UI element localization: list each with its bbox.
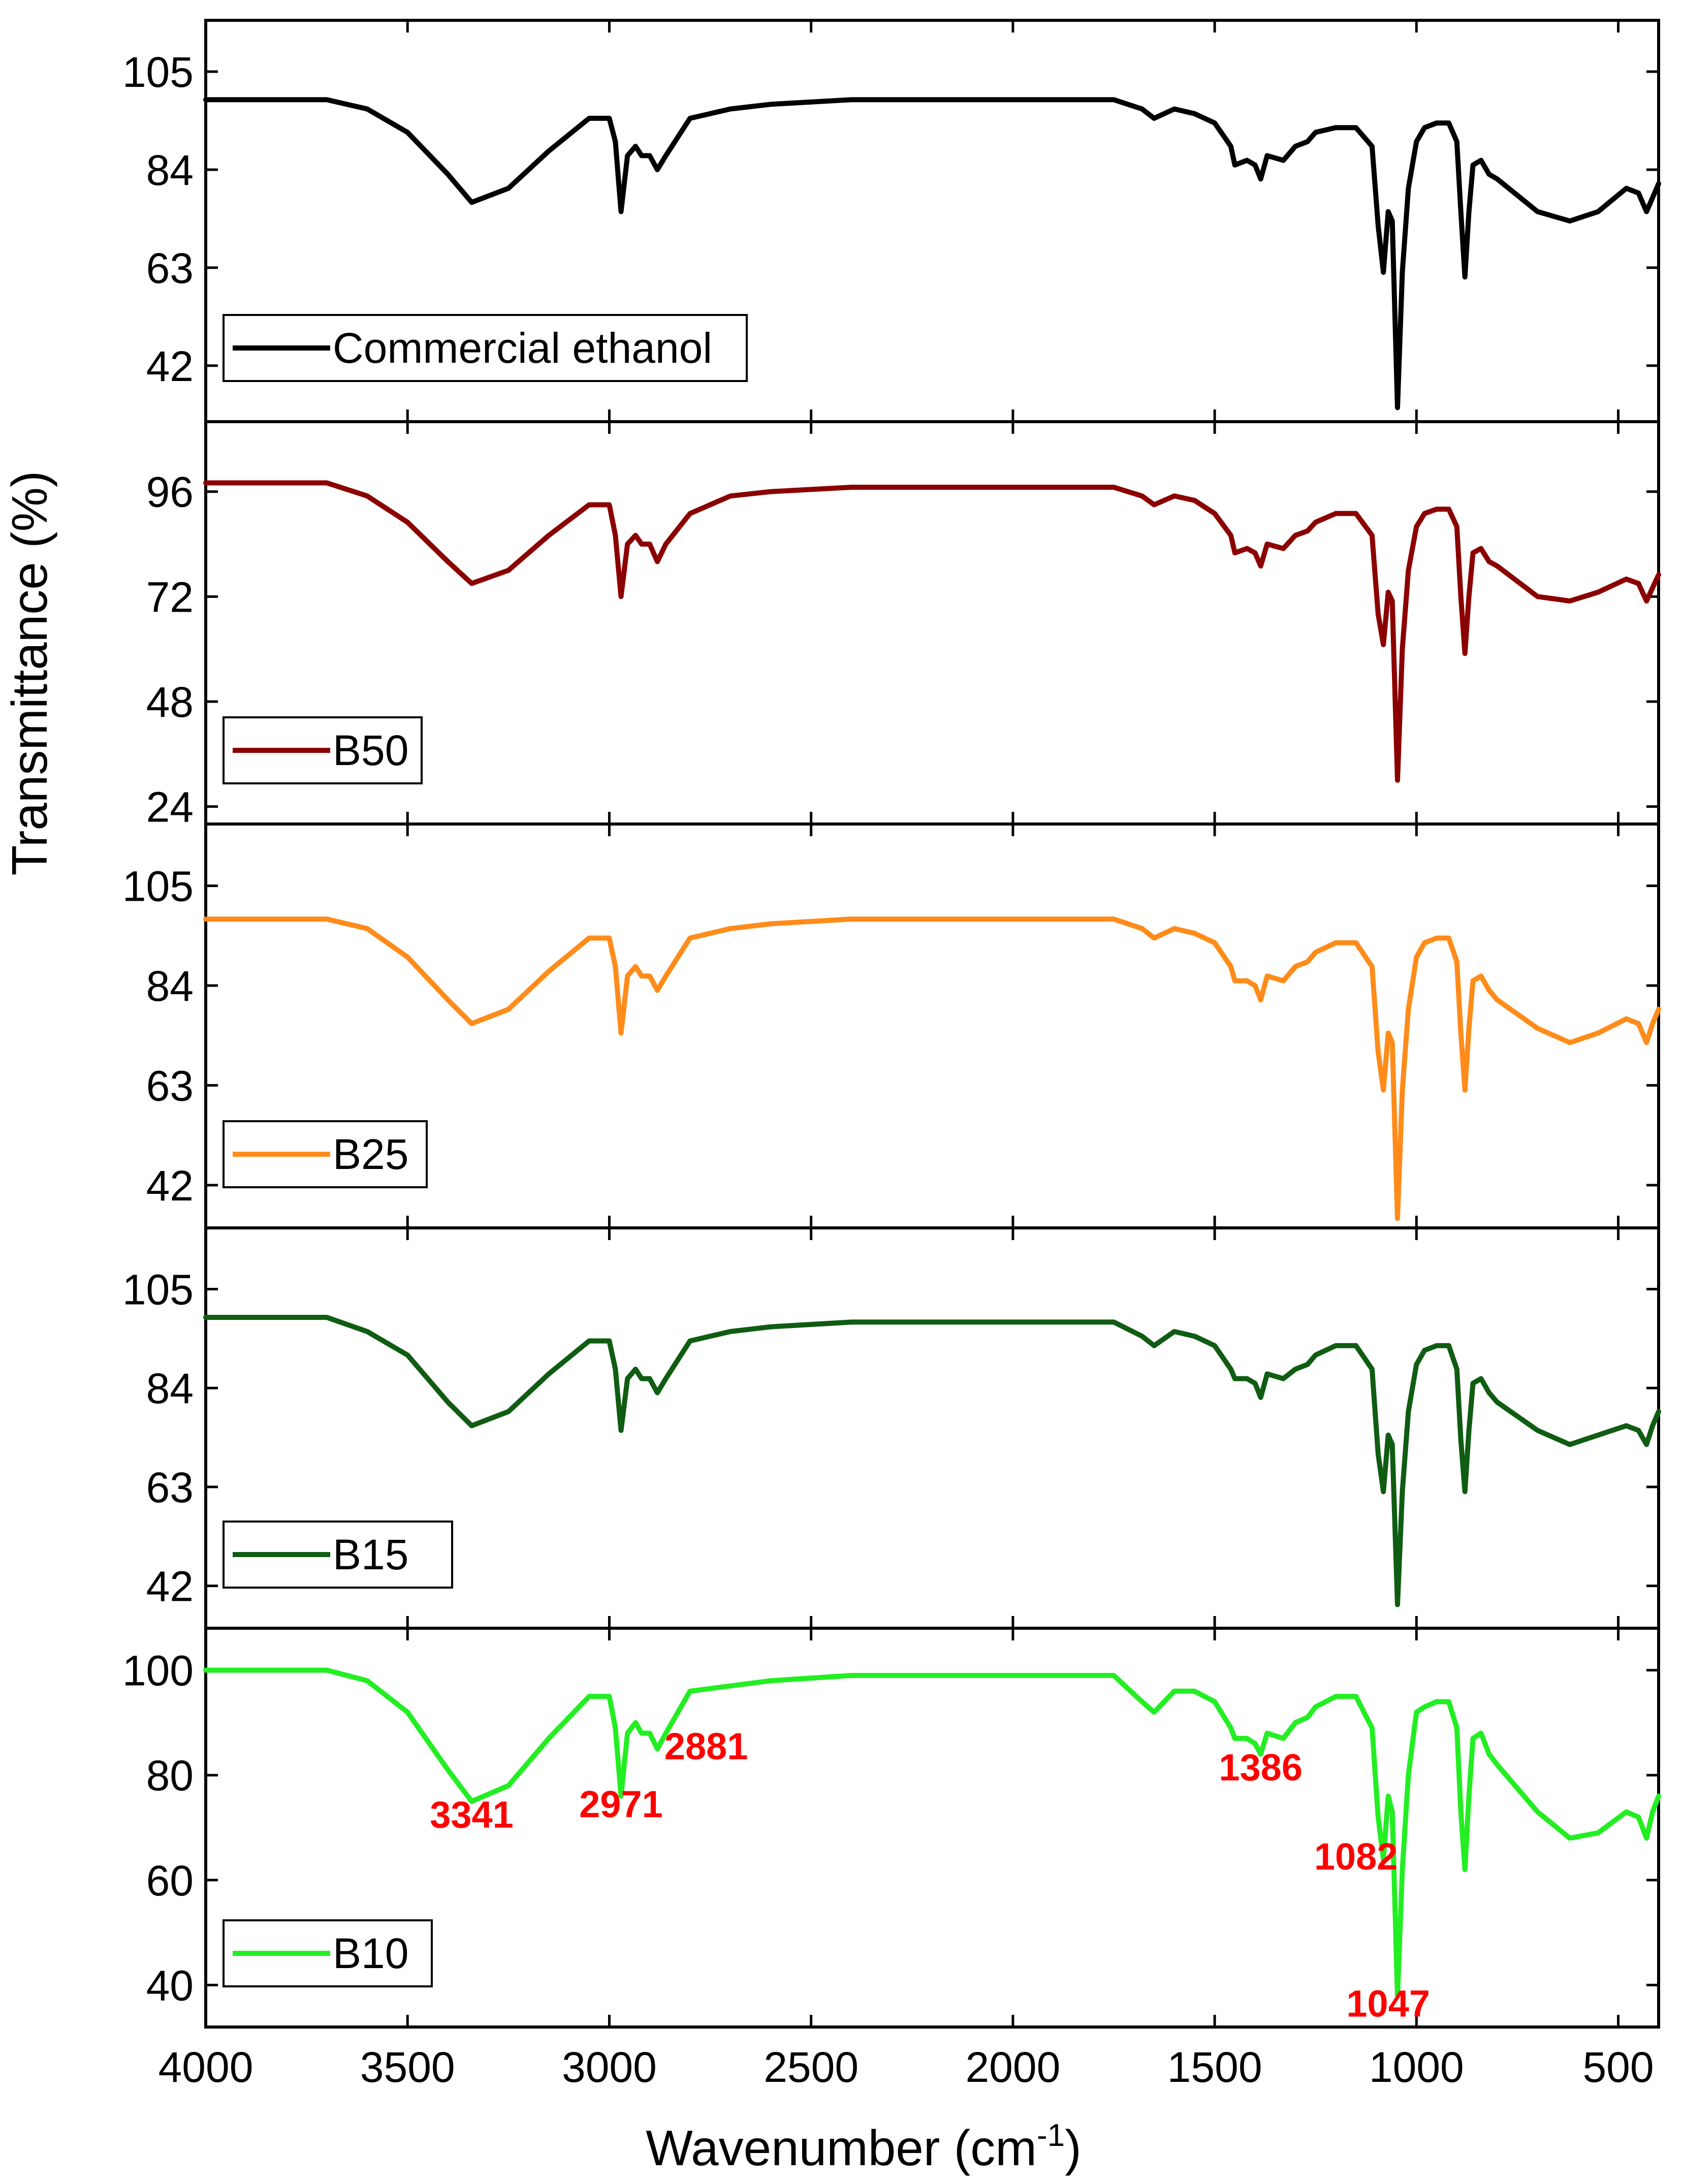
panel-3: 42 63 84 105 B15 xyxy=(122,1226,1661,1630)
y-tick-label: 63 xyxy=(146,244,194,292)
peak-annotation: 3341 xyxy=(430,1794,514,1836)
legend-label: B10 xyxy=(333,1929,408,1977)
panel-frame xyxy=(204,1627,1660,2029)
chart-panels: 42 63 84 105 Commercial ethanol 24 48 72 96 B50 42… xyxy=(122,19,1661,2029)
y-tick-label: 42 xyxy=(146,1162,194,1210)
legend-label: B15 xyxy=(333,1531,408,1578)
y-tick-label: 63 xyxy=(146,1464,194,1511)
peak-annotation: 2971 xyxy=(579,1783,663,1825)
x-tick-label: 2000 xyxy=(965,2043,1060,2091)
x-tick-label: 2500 xyxy=(764,2043,859,2091)
y-tick-label: 105 xyxy=(122,48,194,96)
legend-label: B25 xyxy=(333,1130,408,1178)
peak-annotation: 1386 xyxy=(1219,1747,1303,1789)
x-axis-label: Wavenumber (cm-1) xyxy=(646,2118,1081,2176)
panel-0: 42 63 84 105 Commercial ethanol xyxy=(122,19,1661,423)
x-tick-label: 1000 xyxy=(1369,2043,1464,2091)
series-line-1 xyxy=(203,480,1661,783)
y-tick-label: 84 xyxy=(146,1365,194,1412)
y-tick-label: 100 xyxy=(122,1647,194,1695)
y-tick-label: 63 xyxy=(146,1062,194,1110)
panel-2: 42 63 84 105 B25 xyxy=(122,822,1661,1229)
y-tick-label: 48 xyxy=(146,678,194,726)
x-tick-label: 500 xyxy=(1582,2043,1654,2091)
peak-annotation: 1047 xyxy=(1346,1982,1430,2024)
y-tick-label: 84 xyxy=(146,962,194,1010)
y-tick-label: 105 xyxy=(122,863,194,910)
y-tick-label: 72 xyxy=(146,573,194,621)
panel-1: 24 48 72 96 B50 xyxy=(146,420,1661,831)
y-tick-label: 80 xyxy=(146,1752,194,1799)
peak-annotation: 2881 xyxy=(664,1725,748,1767)
legend-label: B50 xyxy=(333,726,408,774)
x-tick-label: 4000 xyxy=(158,2043,253,2091)
y-tick-label: 40 xyxy=(146,1961,194,2009)
series-line-0 xyxy=(203,97,1661,410)
y-tick-label: 84 xyxy=(146,146,194,194)
series-line-3 xyxy=(203,1315,1661,1607)
x-tick-label: 3000 xyxy=(562,2043,657,2091)
legend-label: Commercial ethanol xyxy=(333,324,712,372)
y-tick-label: 24 xyxy=(146,783,194,831)
x-axis-label-superscript: -1 xyxy=(1037,2118,1065,2153)
y-tick-label: 96 xyxy=(146,468,194,516)
x-axis-label-main: Wavenumber (cm xyxy=(646,2120,1037,2176)
x-tick-label: 1500 xyxy=(1167,2043,1262,2091)
panel-frame xyxy=(204,420,1660,826)
x-axis-label-close: ) xyxy=(1065,2120,1082,2176)
y-tick-label: 42 xyxy=(146,1563,194,1610)
x-tick-label: 3500 xyxy=(360,2043,455,2091)
x-axis: 4000 3500 3000 2500 2000 1500 1000 500 xyxy=(158,2043,1654,2091)
peak-annotation: 1082 xyxy=(1314,1835,1398,1878)
series-line-4 xyxy=(203,1667,1661,1998)
y-tick-label: 42 xyxy=(146,342,194,390)
y-axis-label: Transmittance (%) xyxy=(2,471,57,876)
y-tick-label: 60 xyxy=(146,1857,194,1905)
y-tick-label: 105 xyxy=(122,1266,194,1314)
series-line-2 xyxy=(203,916,1661,1221)
